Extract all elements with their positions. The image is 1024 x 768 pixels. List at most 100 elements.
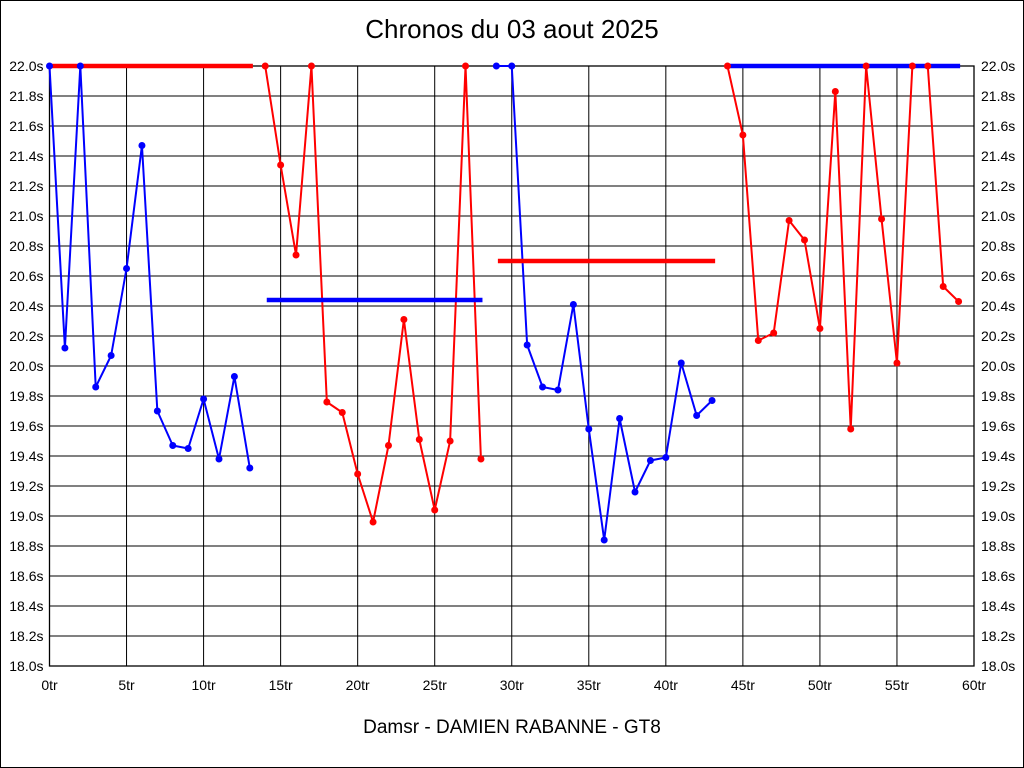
- y-axis-tick-label-left: 19.6s: [9, 418, 43, 434]
- blue-kart-laps-point: [554, 386, 562, 394]
- y-axis-tick-label-left: 19.0s: [9, 508, 43, 524]
- y-axis-tick-label-right: 19.0s: [981, 508, 1015, 524]
- red-kart-laps-point: [908, 62, 916, 70]
- red-kart-laps-point: [400, 316, 408, 323]
- y-axis-tick-label-right: 22.0s: [981, 58, 1015, 74]
- y-axis-tick-label-right: 18.2s: [981, 628, 1015, 644]
- x-axis-tick-label: 0tr: [41, 677, 58, 693]
- red-kart-laps-point: [862, 62, 870, 70]
- blue-kart-laps-point: [138, 142, 146, 149]
- red-kart-laps-point: [477, 455, 485, 463]
- red-kart-laps-point: [277, 161, 285, 169]
- y-axis-tick-label-right: 21.0s: [981, 208, 1015, 224]
- red-kart-laps-point: [739, 131, 747, 139]
- blue-kart-laps-point: [539, 383, 547, 391]
- y-axis-tick-label-right: 21.8s: [981, 88, 1015, 104]
- blue-kart-laps-point: [646, 457, 654, 464]
- blue-kart-laps-point: [708, 397, 716, 404]
- blue-kart-laps-point: [169, 442, 177, 449]
- red-kart-laps-point: [446, 437, 454, 445]
- y-axis-tick-label-right: 19.6s: [981, 418, 1015, 434]
- red-kart-laps-point: [354, 470, 362, 478]
- blue-kart-laps-point: [246, 464, 254, 472]
- y-axis-tick-label-left: 18.0s: [9, 658, 43, 674]
- red-kart-laps-point: [754, 337, 762, 344]
- y-axis-tick-label-left: 21.4s: [9, 148, 43, 164]
- y-axis-tick-label-right: 20.6s: [981, 268, 1015, 284]
- y-axis-tick-label-left: 21.6s: [9, 118, 43, 134]
- y-axis-tick-label-left: 20.4s: [9, 298, 43, 314]
- blue-kart-laps-point: [631, 488, 639, 496]
- x-axis-tick-label: 50tr: [808, 677, 832, 693]
- blue-kart-laps-point: [200, 395, 208, 403]
- x-axis-tick-label: 30tr: [500, 677, 524, 693]
- red-kart-laps-line: [726, 65, 960, 430]
- red-kart-laps-point: [893, 359, 901, 367]
- y-axis-tick-label-left: 20.6s: [9, 268, 43, 284]
- red-kart-laps-point: [831, 88, 839, 95]
- red-kart-laps-point: [723, 62, 731, 70]
- x-axis-tick-label: 5tr: [118, 677, 135, 693]
- blue-kart-laps-point: [662, 454, 670, 461]
- blue-kart-laps-point: [616, 415, 624, 422]
- red-kart-laps-point: [770, 329, 778, 337]
- red-kart-laps-point: [307, 62, 315, 70]
- red-kart-laps-point: [415, 436, 423, 443]
- blue-kart-laps-point: [600, 536, 608, 544]
- blue-kart-laps-point: [492, 62, 500, 70]
- y-axis-tick-label-right: 19.4s: [981, 448, 1015, 464]
- red-kart-laps-point: [816, 325, 824, 332]
- red-kart-laps-point: [292, 251, 300, 259]
- y-axis-tick-label-right: 21.2s: [981, 178, 1015, 194]
- y-axis-tick-label-left: 21.8s: [9, 88, 43, 104]
- red-kart-laps-point: [338, 409, 346, 416]
- y-axis-tick-label-right: 18.8s: [981, 538, 1015, 554]
- y-axis-tick-label-left: 21.2s: [9, 178, 43, 194]
- y-axis-tick-label-right: 20.8s: [981, 238, 1015, 254]
- y-axis-tick-label-right: 18.0s: [981, 658, 1015, 674]
- x-axis-tick-label: 45tr: [731, 677, 755, 693]
- red-kart-laps-point: [369, 518, 377, 526]
- blue-kart-laps-point: [46, 62, 53, 70]
- y-axis-tick-label-right: 20.4s: [981, 298, 1015, 314]
- y-axis-tick-label-right: 21.4s: [981, 148, 1015, 164]
- red-kart-laps-point: [785, 217, 793, 224]
- y-axis-tick-label-left: 19.4s: [9, 448, 43, 464]
- red-kart-laps-point: [384, 442, 392, 449]
- y-axis-tick-label-left: 20.8s: [9, 238, 43, 254]
- blue-kart-laps-line: [48, 65, 251, 469]
- red-kart-laps-point: [939, 283, 947, 290]
- x-axis-tick-label: 40tr: [654, 677, 678, 693]
- red-kart-laps-point: [878, 215, 886, 223]
- blue-kart-laps-point: [215, 455, 223, 463]
- blue-kart-laps-line: [496, 65, 713, 541]
- y-axis-tick-label-right: 18.4s: [981, 598, 1015, 614]
- red-kart-laps-line: [264, 65, 482, 523]
- blue-kart-laps-point: [585, 425, 593, 433]
- blue-kart-laps-point: [508, 62, 516, 70]
- y-axis-tick-label-left: 18.4s: [9, 598, 43, 614]
- y-axis-tick-label-right: 19.8s: [981, 388, 1015, 404]
- blue-kart-laps-point: [153, 407, 161, 415]
- x-axis-tick-label: 60tr: [962, 677, 986, 693]
- x-axis-tick-label: 35tr: [577, 677, 601, 693]
- red-kart-laps-point: [924, 62, 932, 70]
- y-axis-tick-label-left: 18.8s: [9, 538, 43, 554]
- blue-kart-laps-point: [677, 359, 685, 367]
- y-axis-tick-label-right: 21.6s: [981, 118, 1015, 134]
- y-axis-tick-label-left: 22.0s: [9, 58, 43, 74]
- blue-kart-laps-point: [76, 62, 84, 70]
- y-axis-tick-label-right: 18.6s: [981, 568, 1015, 584]
- y-axis-tick-label-left: 21.0s: [9, 208, 43, 224]
- x-axis-tick-label: 55tr: [885, 677, 909, 693]
- y-axis-tick-label-left: 20.2s: [9, 328, 43, 344]
- red-kart-laps-point: [261, 62, 269, 70]
- red-kart-laps-point: [323, 398, 331, 406]
- chart-title: Chronos du 03 aout 2025: [365, 14, 659, 44]
- blue-kart-laps-point: [61, 344, 69, 352]
- x-axis-tick-label: 10tr: [192, 677, 216, 693]
- y-axis-tick-label-left: 18.2s: [9, 628, 43, 644]
- blue-kart-laps-point: [693, 412, 701, 419]
